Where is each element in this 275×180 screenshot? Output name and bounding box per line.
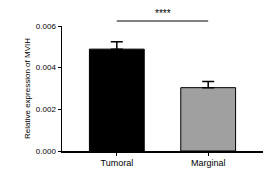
svg-text:Marginal: Marginal <box>191 158 226 168</box>
svg-text:Relative expression of MVIH: Relative expression of MVIH <box>23 38 32 139</box>
svg-text:Tumoral: Tumoral <box>100 158 133 168</box>
svg-text:0.002: 0.002 <box>36 105 57 114</box>
svg-text:****: **** <box>155 8 171 19</box>
svg-text:0.000: 0.000 <box>36 147 57 156</box>
svg-text:0.004: 0.004 <box>36 63 57 72</box>
svg-text:0.006: 0.006 <box>36 22 57 31</box>
